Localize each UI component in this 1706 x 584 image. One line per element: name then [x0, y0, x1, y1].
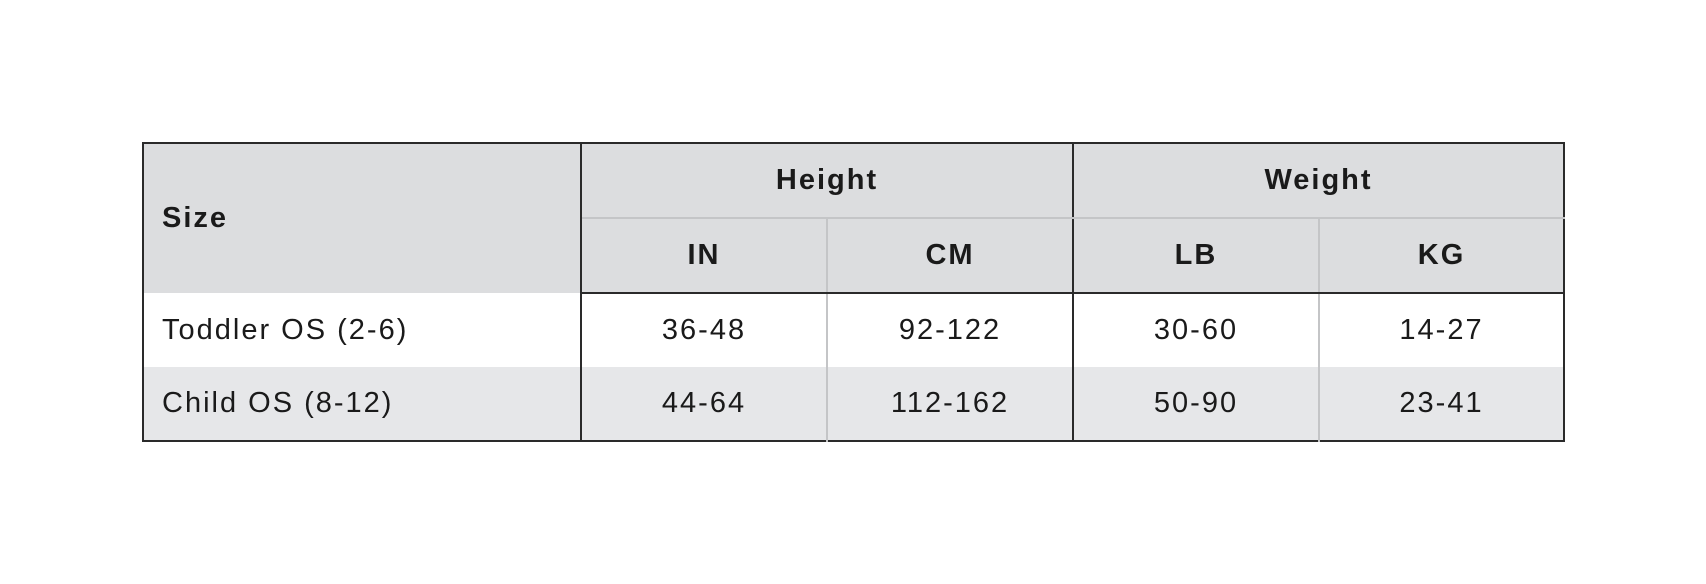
unit-header-lb: LB — [1073, 218, 1320, 294]
kg-cell: 23-41 — [1319, 367, 1564, 441]
lb-cell: 30-60 — [1073, 293, 1320, 367]
in-cell: 36-48 — [581, 293, 828, 367]
cm-cell: 92-122 — [827, 293, 1074, 367]
size-cell: Child OS (8-12) — [143, 367, 582, 441]
in-cell: 44-64 — [581, 367, 828, 441]
table-row: Toddler OS (2-6) 36-48 92-122 30-60 14-2… — [143, 293, 1564, 367]
kg-cell: 14-27 — [1319, 293, 1564, 367]
size-cell: Toddler OS (2-6) — [143, 293, 582, 367]
weight-header: Weight — [1073, 143, 1564, 219]
size-header: Size — [143, 143, 582, 293]
unit-header-kg: KG — [1319, 218, 1564, 294]
table-row: Child OS (8-12) 44-64 112-162 50-90 23-4… — [143, 367, 1564, 441]
height-header: Height — [581, 143, 1074, 219]
cm-cell: 112-162 — [827, 367, 1074, 441]
unit-header-in: IN — [581, 218, 828, 294]
unit-header-cm: CM — [827, 218, 1074, 294]
lb-cell: 50-90 — [1073, 367, 1320, 441]
size-chart-table: Size Height Weight IN CM LB KG Toddler O… — [142, 142, 1565, 442]
